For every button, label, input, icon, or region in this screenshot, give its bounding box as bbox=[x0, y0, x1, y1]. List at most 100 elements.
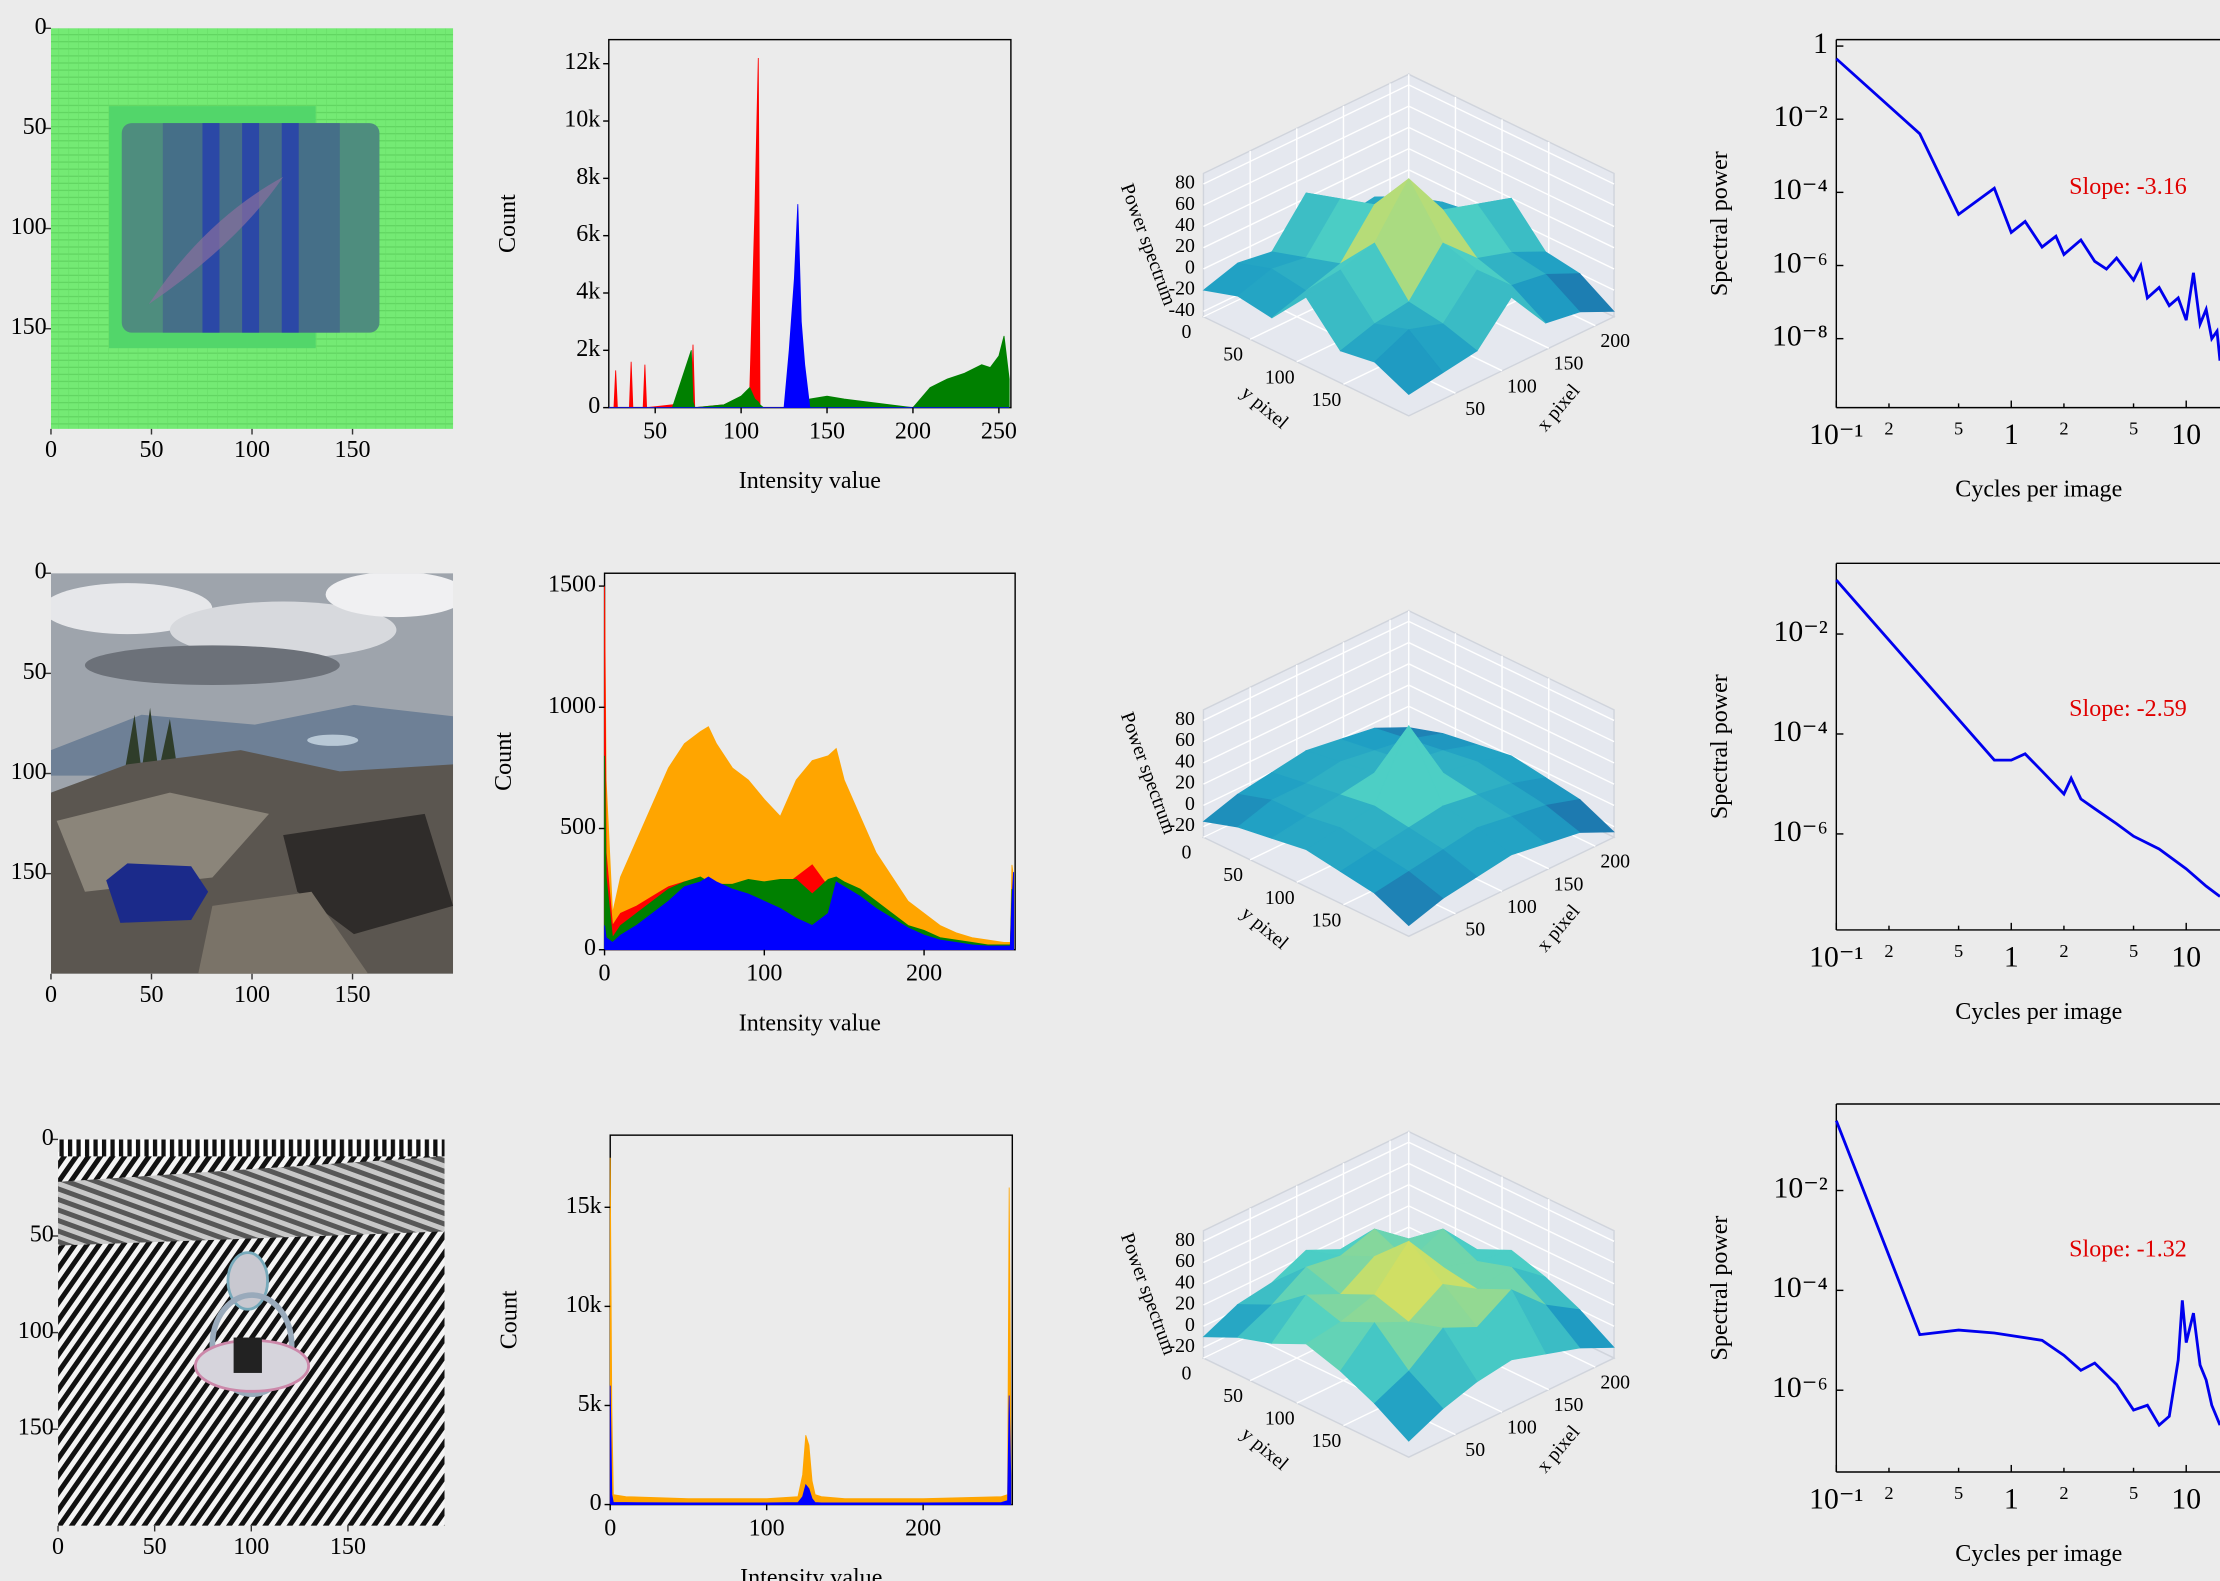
y-tick-label: 5k bbox=[578, 1391, 603, 1417]
x-tick-label: 0 bbox=[599, 961, 611, 987]
x-axis-label: Cycles per image bbox=[1955, 477, 2122, 503]
z-tick-label: 20 bbox=[1175, 772, 1195, 794]
z-tick-label: 0 bbox=[1185, 1314, 1195, 1336]
x-tick-label: 100 bbox=[1507, 1417, 1537, 1439]
y-tick-label: 10⁻⁴ bbox=[1772, 1272, 1828, 1304]
z-tick-label: 60 bbox=[1175, 193, 1195, 215]
y-tick-label: 50 bbox=[1223, 344, 1243, 366]
y-tick-label: 50 bbox=[23, 114, 47, 140]
figure: 0501001500501001505010015020025002k4k6k8… bbox=[0, 0, 2220, 1581]
y-tick-label: 150 bbox=[1312, 389, 1342, 411]
y-tick-label: 150 bbox=[1312, 909, 1342, 931]
x-tick-label: 50 bbox=[643, 419, 667, 445]
y-tick-label: 150 bbox=[11, 859, 47, 885]
x-tick-label: 50 bbox=[1465, 1439, 1485, 1461]
x-axis-label: x pixel bbox=[1532, 900, 1584, 956]
x-tick-label: 50 bbox=[1465, 918, 1485, 940]
x-tick-label: 150 bbox=[334, 982, 370, 1008]
y-tick-label: 12k bbox=[564, 49, 601, 75]
spectrum-line bbox=[1836, 580, 2220, 896]
y-tick-label: 10k bbox=[564, 107, 601, 133]
x-axis-label: Cycles per image bbox=[1955, 1541, 2122, 1567]
z-tick-label: 0 bbox=[1185, 256, 1195, 278]
x-tick-label: 200 bbox=[1600, 1372, 1630, 1394]
plot-area bbox=[610, 1135, 1012, 1504]
y-axis-label: Count bbox=[497, 1290, 523, 1349]
y-tick-label: 1 bbox=[1813, 28, 1828, 60]
y-tick-label: 10k bbox=[566, 1292, 603, 1318]
x-tick-label: 150 bbox=[1554, 873, 1584, 895]
y-tick-label: 50 bbox=[23, 659, 47, 685]
spectrum-line bbox=[1836, 1121, 2220, 1425]
x-tick-label: 250 bbox=[981, 419, 1017, 445]
z-tick-label: 20 bbox=[1175, 1293, 1195, 1315]
x-axis-label: Cycles per image bbox=[1955, 999, 2122, 1025]
y-axis-label: Spectral power bbox=[1707, 1216, 1733, 1361]
x-tick-label: 200 bbox=[895, 419, 931, 445]
y-tick-label: 10⁻² bbox=[1773, 616, 1827, 648]
image-panel-3 bbox=[58, 1139, 445, 1525]
image-cloud bbox=[85, 645, 340, 685]
y-tick-label: 100 bbox=[1265, 1408, 1295, 1430]
y-tick-label: 100 bbox=[18, 1318, 54, 1344]
x-tick-label: 0 bbox=[52, 1534, 64, 1560]
x-tick-label: 1 bbox=[2004, 941, 2019, 973]
x-tick-label: 150 bbox=[330, 1534, 366, 1560]
y-tick-label: 0 bbox=[588, 393, 600, 419]
x-tick-label: 150 bbox=[334, 437, 370, 463]
x-tick-label: 5 bbox=[1954, 1483, 1963, 1503]
y-tick-label: 150 bbox=[1312, 1430, 1342, 1452]
x-tick-label: 200 bbox=[905, 1516, 941, 1542]
x-tick-label: 100 bbox=[234, 437, 270, 463]
y-tick-label: 0 bbox=[1182, 1363, 1192, 1385]
y-tick-label: 2k bbox=[576, 336, 601, 362]
y-tick-label: 0 bbox=[35, 559, 47, 585]
image-cloud bbox=[326, 572, 468, 617]
x-tick-label: 100 bbox=[1507, 896, 1537, 918]
image-hexagon bbox=[106, 863, 208, 922]
x-axis-label: x pixel bbox=[1532, 379, 1584, 435]
x-tick-label: 0 bbox=[45, 982, 57, 1008]
x-tick-label: 150 bbox=[809, 419, 845, 445]
y-axis-label: Count bbox=[495, 194, 521, 253]
y-tick-label: 4k bbox=[576, 279, 601, 305]
image-lake bbox=[307, 735, 358, 746]
x-axis-label: Intensity value bbox=[739, 468, 881, 494]
z-tick-label: 80 bbox=[1175, 708, 1195, 730]
y-tick-label: 500 bbox=[560, 814, 596, 840]
y-tick-label: 100 bbox=[11, 214, 47, 240]
y-tick-label: 8k bbox=[576, 164, 601, 190]
x-tick-label: 50 bbox=[143, 1534, 167, 1560]
y-tick-label: 10⁻⁴ bbox=[1772, 716, 1828, 748]
x-tick-label: 200 bbox=[1600, 330, 1630, 352]
x-tick-label: 150 bbox=[1554, 353, 1584, 375]
x-tick-label: 100 bbox=[233, 1534, 269, 1560]
y-tick-label: 0 bbox=[1182, 321, 1192, 343]
y-tick-label: 10⁻⁶ bbox=[1772, 1372, 1828, 1404]
x-tick-label: 5 bbox=[2129, 941, 2138, 961]
x-tick-label: 10 bbox=[2171, 941, 2201, 973]
y-tick-label: 10⁻⁶ bbox=[1772, 816, 1828, 848]
z-axis-label: Power spectrum bbox=[1116, 1230, 1181, 1358]
x-tick-label: 1 bbox=[2004, 1484, 2019, 1516]
x-tick-label: 2 bbox=[2059, 941, 2068, 961]
x-tick-label: 100 bbox=[746, 961, 782, 987]
z-tick-label: 40 bbox=[1175, 1271, 1195, 1293]
y-axis-label: y pixel bbox=[1237, 382, 1293, 434]
z-tick-label: 60 bbox=[1175, 1250, 1195, 1272]
x-axis-label: Intensity value bbox=[739, 1010, 881, 1036]
x-tick-label: 50 bbox=[139, 437, 163, 463]
y-tick-label: 50 bbox=[30, 1222, 54, 1248]
image-stripe bbox=[282, 123, 299, 332]
histogram-area bbox=[610, 1158, 1011, 1505]
x-tick-label: 2 bbox=[2059, 419, 2068, 439]
y-tick-label: 50 bbox=[1223, 1385, 1243, 1407]
y-tick-label: 10⁻⁸ bbox=[1772, 320, 1828, 352]
histogram-area bbox=[609, 58, 1009, 408]
z-tick-label: 60 bbox=[1175, 729, 1195, 751]
y-tick-label: 10⁻⁴ bbox=[1772, 174, 1828, 206]
y-axis-label: Spectral power bbox=[1707, 151, 1733, 296]
y-tick-label: 100 bbox=[1265, 887, 1295, 909]
y-tick-label: 50 bbox=[1223, 864, 1243, 886]
z-tick-label: 80 bbox=[1175, 172, 1195, 194]
